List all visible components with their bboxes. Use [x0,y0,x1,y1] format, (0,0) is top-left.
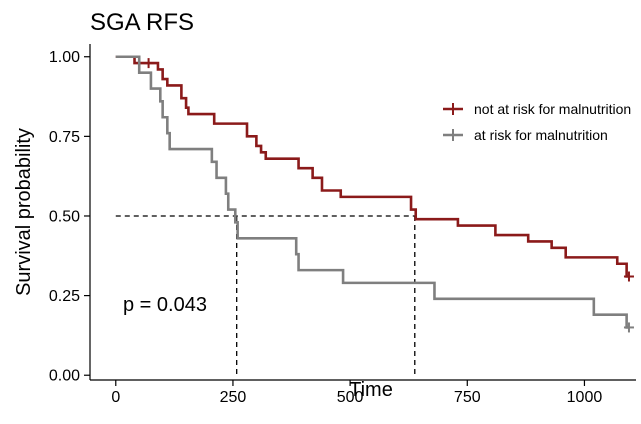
x-axis-title: Time [349,379,393,401]
y-axis-title: Survival probability [13,128,35,296]
median-lines [115,215,416,376]
legend-label: not at risk for malnutrition [474,101,631,117]
y-tick-label: 0.75 [49,129,80,146]
x-tick-label: 250 [220,389,247,406]
legend: not at risk for malnutrition at risk for … [443,101,631,143]
x-tick-label: 0 [111,389,120,406]
y-tick-label: 1.00 [49,49,80,66]
chart-title: SGA RFS [90,9,194,36]
series-line-1 [115,55,629,278]
x-tick-label: 1000 [567,389,603,406]
p-value-annotation: p = 0.043 [123,294,207,316]
y-tick-label: 0.50 [49,208,80,225]
legend-label: at risk for malnutrition [474,127,608,143]
series-layer [115,55,634,333]
axes: 0 250 500 750 1000 0.00 0.25 0.50 0.75 1.00 [49,44,636,406]
censor-mark [143,58,154,69]
y-tick-label: 0.25 [49,288,80,305]
censor-mark [623,271,634,282]
y-tick-label: 0.00 [49,368,80,385]
series-line-2 [115,55,629,329]
censor-mark [623,322,634,333]
x-tick-label: 750 [454,389,481,406]
x-tick-label: 500 [337,389,364,406]
